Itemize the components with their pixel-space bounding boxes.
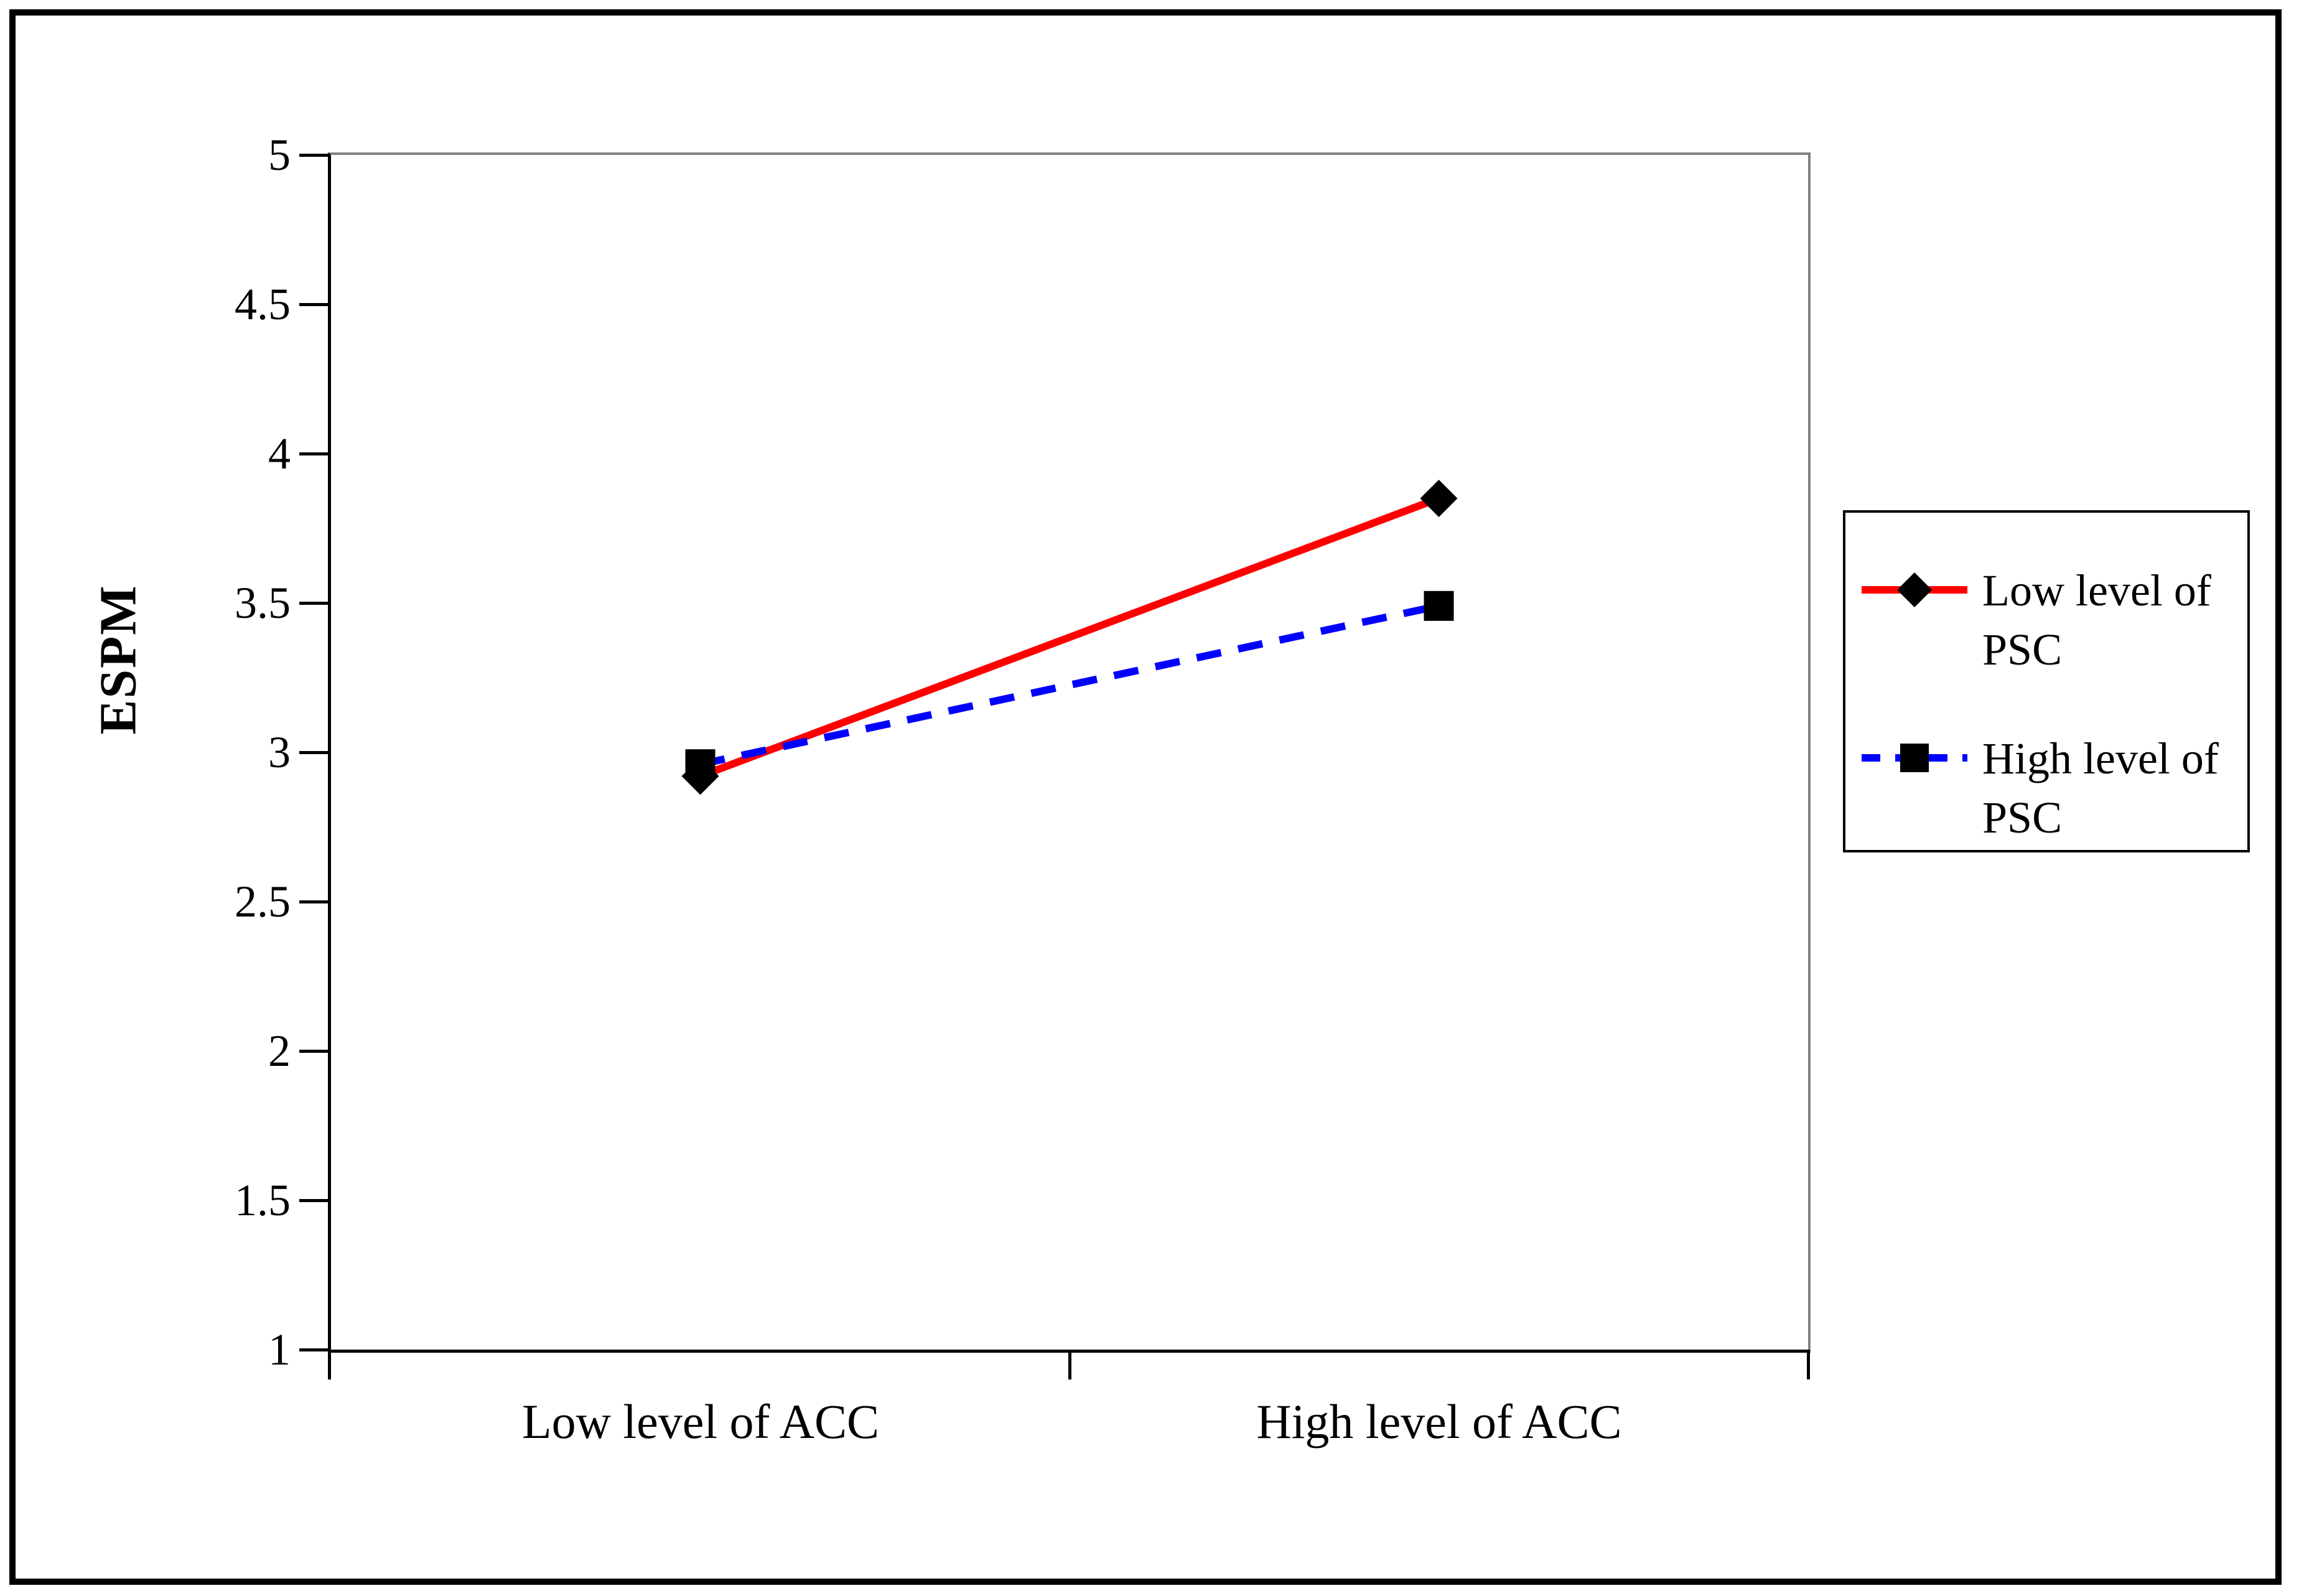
square-data-point-marker	[1424, 590, 1454, 621]
y-axis-tick	[299, 900, 328, 903]
y-axis-tick	[299, 602, 328, 605]
x-axis-category-label: High level of ACC	[1256, 1394, 1622, 1449]
legend-entry-0: Low level of PSC	[1862, 561, 2239, 679]
y-axis-tick-label: 4.5	[235, 279, 291, 329]
legend-entry-1: High level of PSC	[1862, 729, 2239, 847]
y-axis-tick-label: 1	[268, 1325, 291, 1374]
square-data-point-marker	[685, 749, 716, 780]
y-axis-tick-label: 5	[268, 130, 291, 180]
y-axis-tick	[299, 751, 328, 754]
legend-label: High level of PSC	[1982, 729, 2219, 847]
x-axis-category-label: Low level of ACC	[521, 1394, 880, 1449]
y-axis-tick-label: 2	[268, 1026, 291, 1076]
plot-area: 5 4.5 4 3.5 3 2.5 2 1.5 1 Low level of ACC High le…	[235, 130, 1811, 1449]
legend-label-line: Low level of	[1982, 566, 2211, 615]
figure-border	[9, 9, 2282, 1585]
y-axis-tick	[299, 1199, 328, 1202]
legend-swatch-square-icon	[1862, 744, 1967, 772]
legend-box: Low level of PSC High level of PSC	[1843, 510, 2250, 852]
series-line-1	[699, 602, 1440, 768]
y-axis-tick-label: 4	[268, 429, 291, 478]
y-axis-tick-label: 1.5	[235, 1175, 291, 1225]
y-axis-tick	[299, 154, 328, 157]
legend-label-line: High level of	[1982, 734, 2219, 783]
series-line-0	[699, 495, 1440, 780]
x-axis-tick	[328, 1350, 331, 1379]
y-axis-tick	[299, 1348, 328, 1351]
y-axis-tick	[299, 1050, 328, 1053]
legend-label-line: PSC	[1982, 625, 2063, 674]
legend-label-line: PSC	[1982, 793, 2063, 842]
x-axis-tick	[1807, 1350, 1810, 1379]
legend-swatch-diamond-icon	[1862, 572, 1967, 607]
y-axis-tick-label: 3.5	[235, 578, 291, 628]
y-axis-tick	[299, 303, 328, 306]
x-axis-tick	[1068, 1350, 1071, 1379]
y-axis-tick-label: 2.5	[235, 877, 291, 926]
y-axis-tick-label: 3	[268, 727, 291, 777]
diamond-data-point-marker	[1420, 480, 1458, 517]
series-layer	[681, 480, 1458, 795]
y-axis-tick	[299, 452, 328, 455]
legend-label: Low level of PSC	[1982, 561, 2211, 679]
